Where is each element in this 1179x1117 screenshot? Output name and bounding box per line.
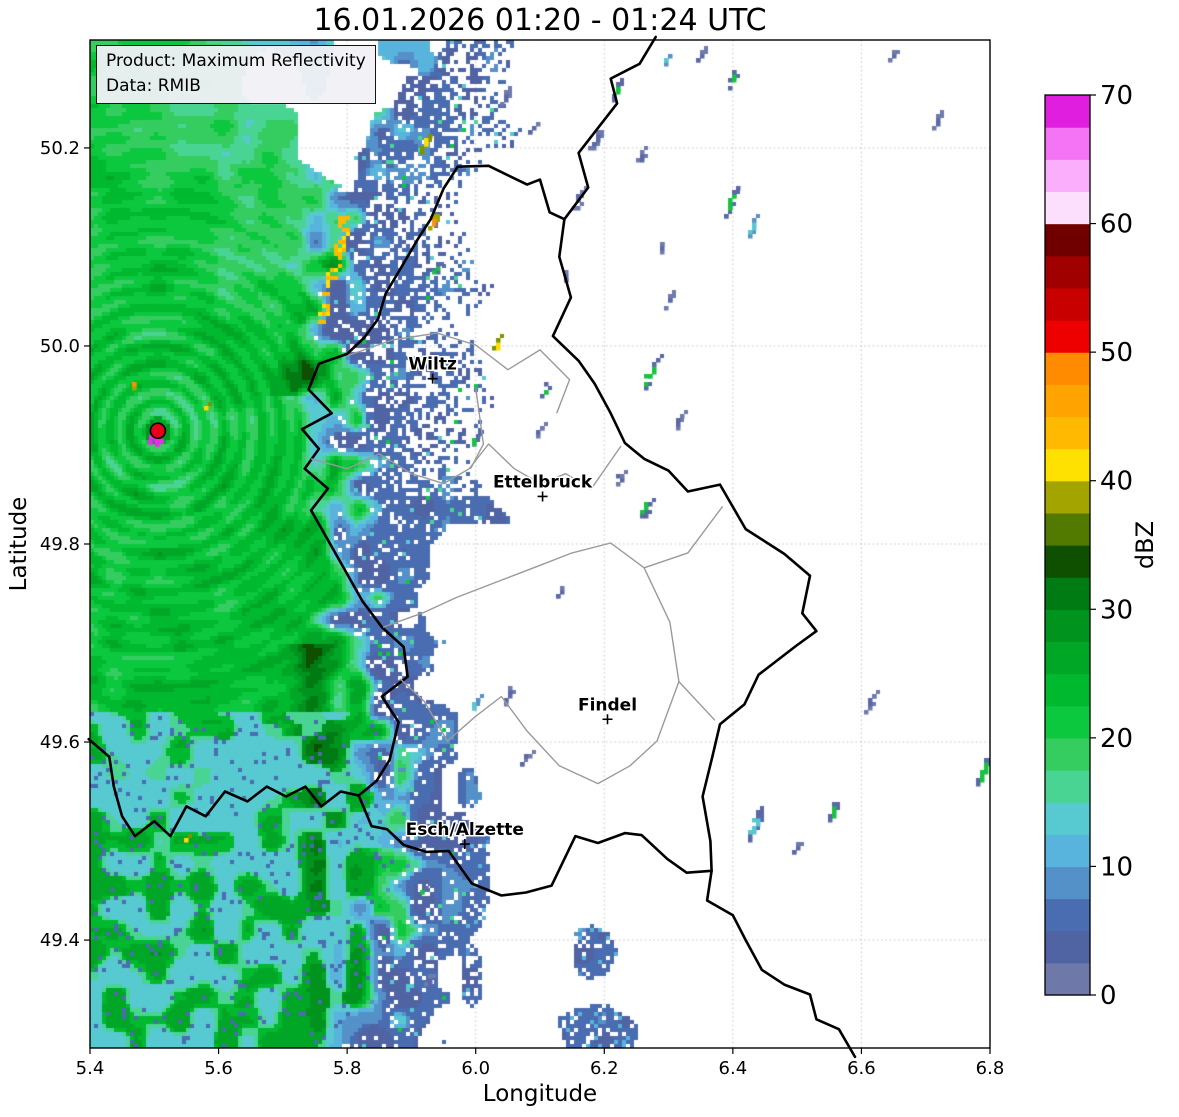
x-tick-label: 6.4	[719, 1058, 748, 1079]
colorbar-band	[1045, 705, 1090, 739]
colorbar-tick-label: 70	[1100, 81, 1133, 111]
colorbar-band	[1045, 480, 1090, 514]
y-axis-label: Latitude	[6, 497, 32, 592]
annotation-box: Product: Maximum Reflectivity Data: RMIB	[96, 45, 376, 105]
city-cross-marker	[459, 839, 470, 850]
x-axis-ticks: 5.4 5.6 5.8 6.0 6.2 6.4 6.6 6.8	[76, 1048, 1005, 1079]
canton-border-line	[382, 542, 680, 785]
border-france-belgium	[87, 737, 360, 838]
plot-frame	[89, 39, 991, 1049]
canton-borders	[310, 332, 724, 785]
radar-site-marker	[149, 422, 167, 440]
colorbar-tick-label: 30	[1100, 595, 1133, 625]
canton-border-line	[643, 505, 724, 569]
canton-border-line	[310, 443, 622, 490]
x-tick-label: 5.8	[333, 1058, 362, 1079]
colorbar-band	[1045, 770, 1090, 803]
x-tick-label: 6.6	[847, 1058, 876, 1079]
y-tick-label: 50.2	[40, 138, 80, 159]
colorbar-band	[1045, 930, 1090, 964]
colorbar-label: dBZ	[1131, 521, 1159, 569]
colorbar-band	[1045, 159, 1090, 193]
city-label: Esch/Alzette	[406, 820, 524, 840]
colorbar-band	[1045, 320, 1090, 353]
city-label: Ettelbruck	[493, 472, 593, 492]
colorbar-band	[1045, 866, 1090, 900]
colorbar-band	[1045, 545, 1090, 578]
figure-title: 16.01.2026 01:20 - 01:24 UTC	[313, 3, 766, 38]
colorbar-band	[1045, 641, 1090, 675]
radar-site-dot	[149, 422, 167, 440]
border-france-germany	[705, 869, 857, 1059]
city-markers: Wiltz Ettelbruck Findel Esch/Alzette	[404, 353, 639, 850]
colorbar-band	[1045, 416, 1090, 450]
colorbar-tick-label: 50	[1100, 338, 1133, 368]
annotation-product-line: Product: Maximum Reflectivity	[106, 51, 366, 71]
colorbar-band	[1045, 577, 1090, 610]
y-tick-label: 50.0	[40, 336, 80, 357]
colorbar-band	[1045, 255, 1090, 289]
x-axis-label: Longitude	[483, 1081, 597, 1107]
colorbar-band	[1045, 898, 1090, 932]
canton-border-line	[469, 387, 485, 470]
reflectivity-field-canvas	[90, 40, 990, 1048]
annotation-data-line: Data: RMIB	[106, 75, 201, 96]
colorbar-tick-label: 10	[1100, 852, 1133, 882]
colorbar-band	[1045, 448, 1090, 482]
border-belgium-germany	[563, 35, 657, 221]
colorbar-band	[1045, 962, 1090, 996]
colorbar-band	[1045, 609, 1090, 643]
x-tick-label: 5.6	[204, 1058, 233, 1079]
canton-border-line	[678, 681, 716, 721]
city-label: Findel	[578, 695, 637, 715]
country-borders	[87, 35, 857, 1059]
colorbar: 0 10 20 30 40 50 60 70	[1044, 81, 1133, 1011]
colorbar-band	[1045, 127, 1090, 160]
colorbar-band	[1045, 384, 1090, 418]
colorbar-band	[1045, 352, 1090, 385]
colorbar-band	[1045, 834, 1090, 868]
colorbar-tick-label: 60	[1100, 210, 1133, 240]
y-tick-label: 49.8	[40, 534, 80, 555]
colorbar-band	[1045, 673, 1090, 707]
city-cross-marker	[537, 491, 548, 502]
border-luxembourg	[300, 164, 818, 897]
x-tick-label: 6.2	[590, 1058, 619, 1079]
y-tick-label: 49.4	[40, 930, 80, 951]
colorbar-band	[1045, 737, 1090, 771]
y-axis-ticks: 50.2 50.0 49.8 49.6 49.4	[40, 138, 90, 951]
colorbar-band	[1045, 802, 1090, 835]
y-tick-label: 49.6	[40, 732, 80, 753]
x-tick-label: 6.8	[976, 1058, 1005, 1079]
x-tick-label: 6.0	[461, 1058, 490, 1079]
canton-border-line	[346, 332, 571, 414]
colorbar-band	[1045, 95, 1090, 128]
city-cross-marker	[602, 714, 613, 725]
colorbar-tick-label: 20	[1100, 724, 1133, 754]
colorbar-tick-label: 0	[1100, 981, 1117, 1011]
colorbar-tick-label: 40	[1100, 467, 1133, 497]
colorbar-band	[1045, 287, 1090, 321]
city-label: Wiltz	[408, 355, 457, 375]
x-tick-label: 5.4	[76, 1058, 105, 1079]
city-cross-marker	[427, 373, 438, 384]
colorbar-band	[1045, 223, 1090, 257]
colorbar-band	[1045, 191, 1090, 225]
colorbar-band	[1045, 512, 1090, 546]
